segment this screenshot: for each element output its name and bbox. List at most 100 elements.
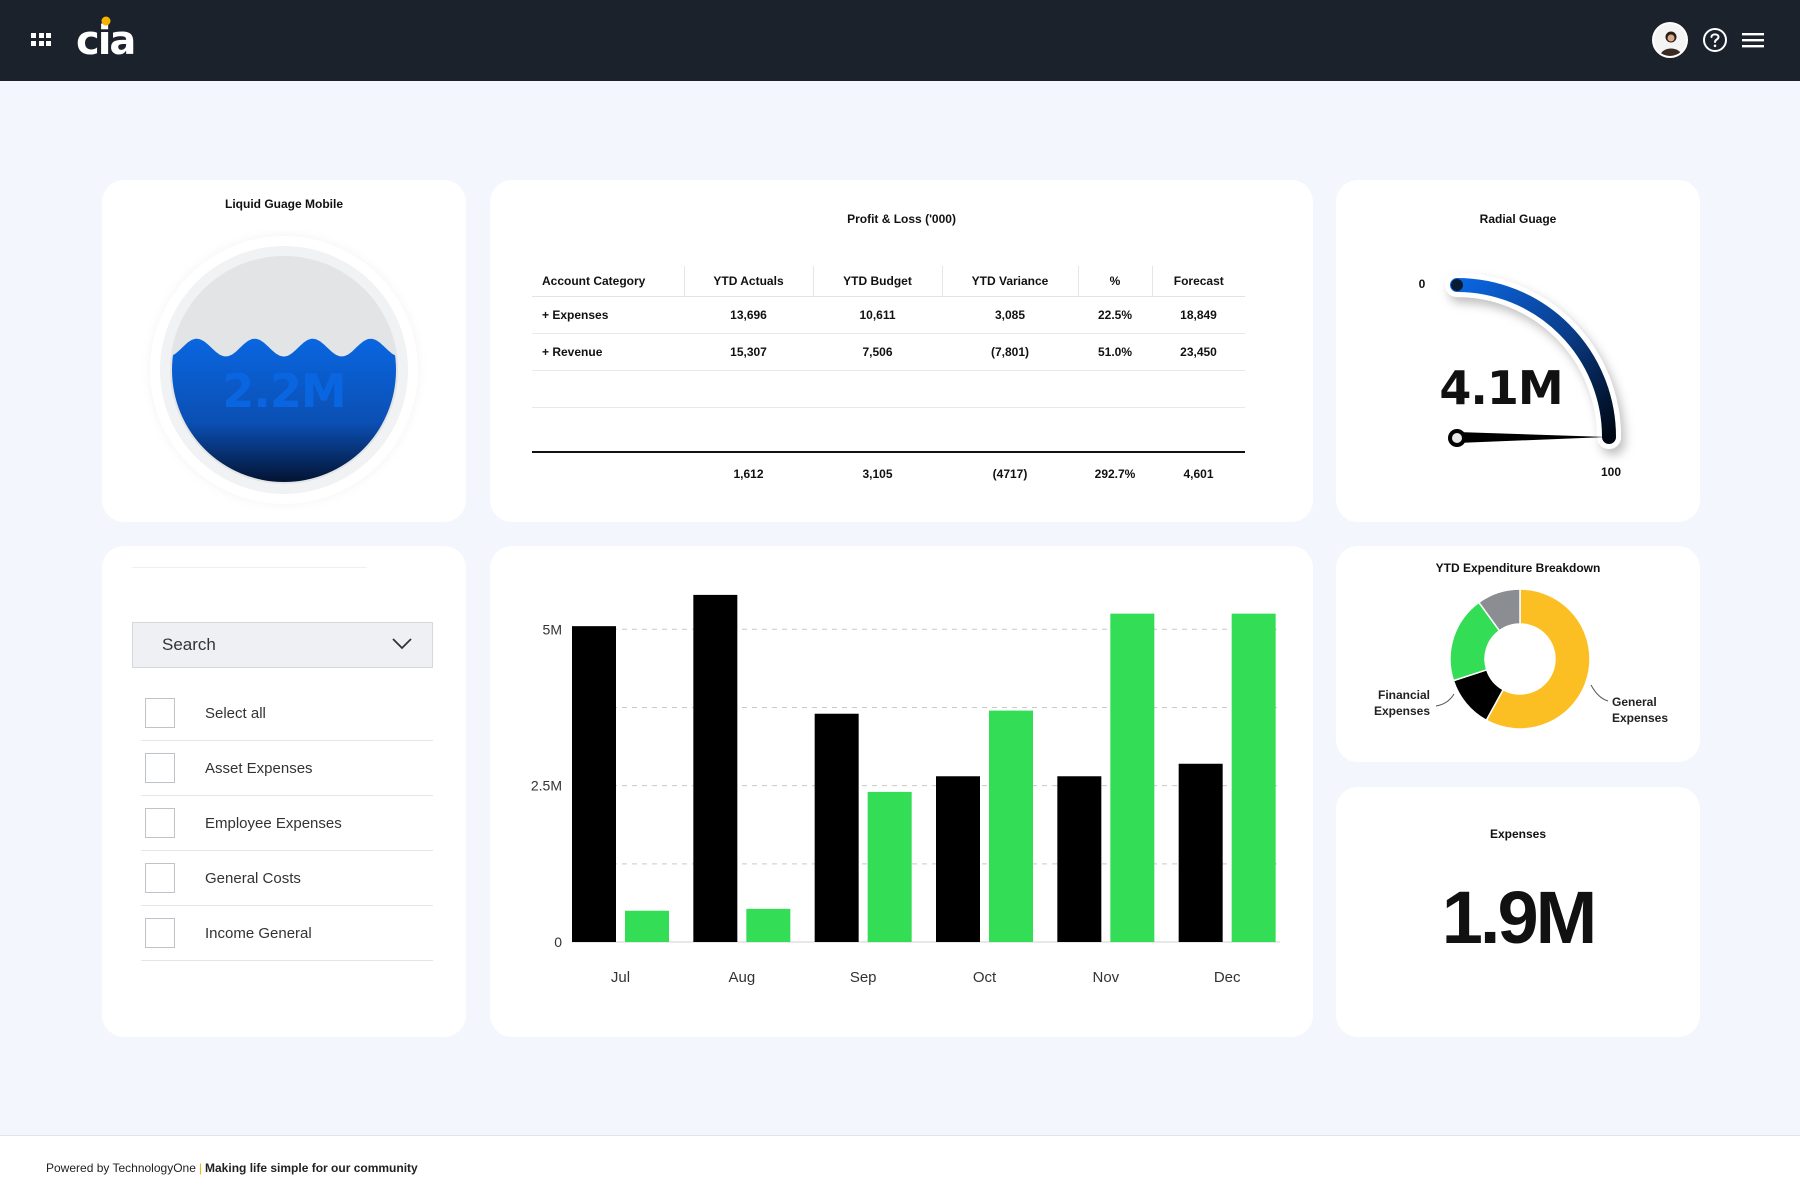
checkbox-label: Income General [205,924,312,942]
table-row-empty [532,370,1245,408]
bar-nov-series-1[interactable] [1057,776,1102,942]
total-variance: (4717) [992,467,1028,481]
radial-gauge-max-label: 100 [1601,465,1621,479]
col-ytd-actuals[interactable]: YTD Actuals [683,266,813,296]
col-percent[interactable]: % [1077,266,1152,296]
cia-logo[interactable]: cia [76,12,146,64]
row-revenue-category[interactable]: + Revenue [532,333,684,371]
expenses-kpi-card: Expenses 1.9M [1336,787,1700,1037]
checkbox[interactable] [145,808,175,838]
checkbox-label: General Costs [205,869,301,887]
row-expenses-percent: 22.5% [1078,296,1152,334]
footer-text: Powered by TechnologyOne | Making life sim… [46,1161,418,1175]
total-percent: 292.7% [1094,467,1136,481]
liquid-gauge-water [172,338,396,482]
x-tick-label: Oct [973,969,997,986]
search-dropdown[interactable]: Search [132,622,433,668]
radial-gauge-needle [1457,432,1607,443]
help-circle-icon[interactable] [1702,27,1728,53]
row-revenue-actuals: 15,307 [684,333,813,371]
bar-dec-series-2[interactable] [1231,613,1276,942]
expenditure-donut-card: YTD Expenditure Breakdown General Expense… [1336,546,1700,762]
donut-slice-4[interactable] [1477,588,1521,632]
row-expenses-variance: 3,085 [942,296,1078,334]
radial-gauge-start-marker [1451,279,1463,291]
donut-title: YTD Expenditure Breakdown [1435,561,1601,575]
row-revenue-percent: 51.0% [1078,333,1152,371]
row-expenses-budget: 10,611 [813,296,942,334]
checkbox-label: Employee Expenses [205,814,342,832]
col-ytd-budget[interactable]: YTD Budget [812,266,942,296]
monthly-bar-chart-card: 0 2.5M 5M Jul Aug Sep Oct Nov Dec [490,546,1313,1037]
liquid-gauge-value: 2.2M [222,364,345,418]
radial-gauge: 0 100 4.1M [1419,273,1621,479]
search-dropdown-label: Search [162,635,216,654]
checkbox-asset-expenses[interactable]: Asset Expenses [141,741,433,796]
row-expenses-category[interactable]: + Expenses [532,296,684,334]
table-row-expenses[interactable]: + Expenses 13,696 10,611 3,085 22.5% 18,… [532,296,1245,334]
radial-gauge-title: Radial Guage [1479,212,1557,226]
col-forecast[interactable]: Forecast [1151,266,1245,296]
hamburger-menu-icon[interactable] [1742,30,1764,50]
table-row-totals: 1,612 3,105 (4717) 292.7% 4,601 [532,452,1245,495]
bar-nov-series-2[interactable] [1110,613,1155,942]
col-account-category[interactable]: Account Category [542,273,646,288]
footer: Powered by TechnologyOne | Making life sim… [0,1135,1800,1197]
checkbox[interactable] [145,698,175,728]
total-forecast: 4,601 [1183,467,1214,481]
y-tick-label: 2.5M [531,778,562,794]
chevron-down-icon [392,638,412,650]
footer-separator: | [198,1161,203,1175]
checkbox[interactable] [145,918,175,948]
powered-by-link[interactable]: Powered by TechnologyOne [46,1161,196,1175]
top-bar: cia [0,0,1800,81]
radial-gauge-arc [1450,278,1616,444]
expenses-value: 1.9M [1441,876,1598,959]
y-tick-label: 5M [543,621,562,637]
logo-dot [101,16,111,26]
footer-tagline: Making life simple for our community [205,1161,418,1175]
profit-loss-card: Profit & Loss ('000) Account Category YT… [490,180,1313,522]
total-actuals: 1,612 [733,467,764,481]
x-tick-label: Dec [1214,969,1241,986]
y-tick-label: 0 [554,934,562,950]
bar-aug-series-1[interactable] [693,594,738,942]
monthly-bar-chart: 0 2.5M 5M Jul Aug Sep Oct Nov Dec [531,594,1280,986]
checkbox-select-all[interactable]: Select all [141,686,433,741]
bar-sep-series-1[interactable] [814,713,859,942]
row-expenses-forecast: 18,849 [1152,296,1245,334]
bar-jul-series-1[interactable] [572,626,616,942]
donut-slice-1[interactable] [1485,588,1591,730]
apps-grid-icon[interactable] [31,33,51,47]
bar-oct-series-2[interactable] [989,710,1033,942]
checkbox[interactable] [145,753,175,783]
liquid-gauge-card: Liquid Guage Mobile 2.2M [102,180,466,522]
checkbox-income-general[interactable]: Income General [141,906,433,961]
expenses-title: Expenses [1489,827,1547,841]
col-ytd-variance[interactable]: YTD Variance [941,266,1078,296]
table-row-revenue[interactable]: + Revenue 15,307 7,506 (7,801) 51.0% 23,… [532,333,1245,371]
bar-aug-series-2[interactable] [746,908,791,942]
user-avatar-icon[interactable] [1652,22,1688,58]
profit-loss-title: Profit & Loss ('000) [847,212,956,226]
liquid-gauge: 2.2M [142,230,429,515]
checkbox[interactable] [145,863,175,893]
x-tick-label: Sep [850,969,877,986]
bar-jul-series-2[interactable] [625,910,669,942]
bar-dec-series-1[interactable] [1178,763,1223,942]
total-budget: 3,105 [862,467,893,481]
checkbox-employee-expenses[interactable]: Employee Expenses [141,796,433,851]
filter-card: Search Select all Asset Expenses Employe… [102,546,466,1037]
bar-sep-series-2[interactable] [867,791,912,942]
bar-oct-series-1[interactable] [936,776,980,942]
row-expenses-actuals: 13,696 [684,296,813,334]
profit-loss-table: Account Category YTD Actuals YTD Budget … [532,266,1245,495]
x-tick-label: Jul [611,969,630,986]
checkbox-label: Asset Expenses [205,759,313,777]
total-category [532,452,684,495]
liquid-gauge-title: Liquid Guage Mobile [225,197,343,211]
table-row-spacer [532,407,1245,453]
checkbox-general-costs[interactable]: General Costs [141,851,433,906]
x-tick-label: Nov [1092,969,1119,986]
divider [132,567,367,568]
